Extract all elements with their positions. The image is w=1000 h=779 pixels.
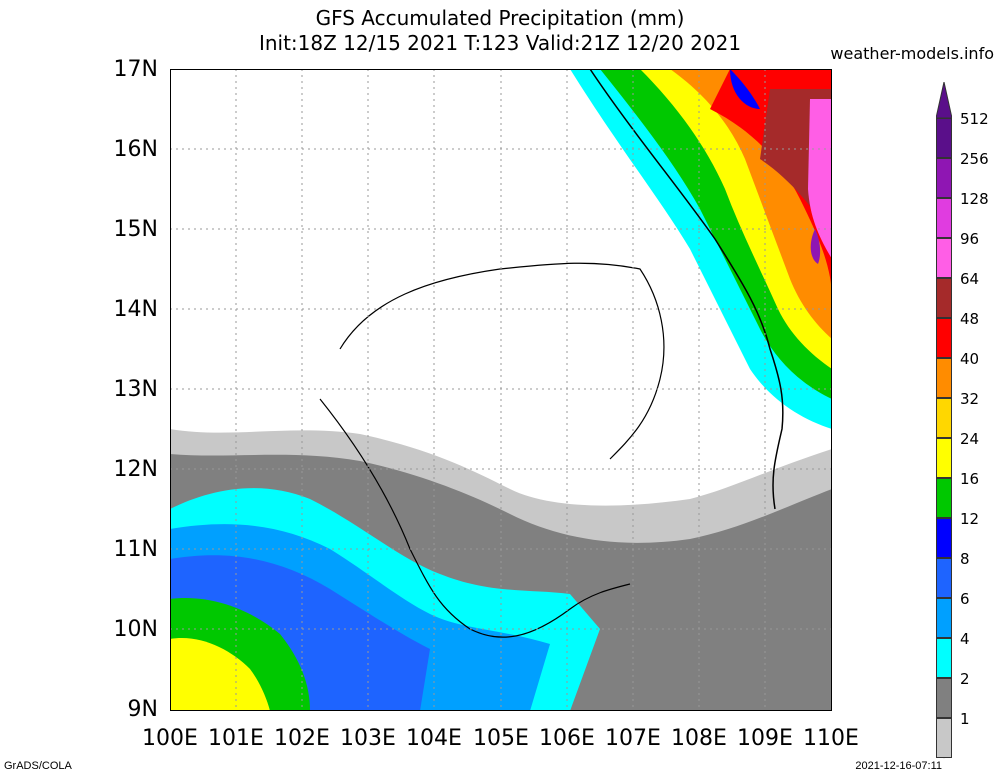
colorbar-cell [936,598,952,638]
colorbar-cell [936,398,952,438]
precip-map [170,69,832,711]
lon-label-110e: 110E [803,726,859,751]
colorbar-level-label: 96 [960,230,980,248]
footer-source: GrADS/COLA [4,760,72,772]
colorbar-level-label: 256 [960,150,989,168]
lat-label-12n: 12N [113,457,158,482]
colorbar-level-label: 1 [960,710,970,728]
lon-label-106e: 106E [539,726,595,751]
colorbar-cell [936,518,952,558]
colorbar-cell [936,478,952,518]
lat-label-10n: 10N [113,617,158,642]
lat-label-15n: 15N [113,217,158,242]
colorbar-level-label: 40 [960,350,980,368]
colorbar-level-label: 128 [960,190,989,208]
colorbar-level-label: 6 [960,590,970,608]
colorbar-level-label: 8 [960,550,970,568]
colorbar-cell [936,238,952,278]
lat-label-11n: 11N [113,537,158,562]
lon-label-101e: 101E [208,726,264,751]
colorbar-cell [936,678,952,718]
lon-label-103e: 103E [340,726,396,751]
lat-label-16n: 16N [113,137,158,162]
colorbar-level-label: 16 [960,470,980,488]
colorbar-cell [936,118,952,158]
chart-title: GFS Accumulated Precipitation (mm) Init:… [170,6,830,56]
precip-field [170,69,832,711]
title-line-2: Init:18Z 12/15 2021 T:123 Valid:21Z 12/2… [258,31,742,55]
colorbar-level-label: 4 [960,630,970,648]
title-line-1: GFS Accumulated Precipitation (mm) [315,6,685,30]
lat-label-14n: 14N [113,297,158,322]
lat-label-13n: 13N [113,377,158,402]
colorbar-cell [936,158,952,198]
lon-label-105e: 105E [473,726,529,751]
colorbar-cell [936,318,952,358]
colorbar-cell [936,558,952,598]
lon-label-107e: 107E [605,726,661,751]
colorbar-cell [936,358,952,398]
colorbar-level-label: 64 [960,270,980,288]
colorbar-level-label: 2 [960,670,970,688]
colorbar-cell [936,638,952,678]
lat-label-17n: 17N [113,57,158,82]
colorbar-cell [936,198,952,238]
colorbar-level-label: 12 [960,510,980,528]
colorbar-cells [936,118,952,758]
colorbar-cell [936,438,952,478]
colorbar-cell [936,278,952,318]
colorbar-level-label: 24 [960,430,980,448]
lat-label-9n: 9N [127,697,158,722]
colorbar-level-label: 32 [960,390,980,408]
lon-label-100e: 100E [142,726,198,751]
colorbar-level-label: 48 [960,310,980,328]
colorbar-cell [936,718,952,758]
lon-label-108e: 108E [671,726,727,751]
lon-label-109e: 109E [737,726,793,751]
lon-label-102e: 102E [274,726,330,751]
lon-label-104e: 104E [406,726,462,751]
site-label: weather-models.info [830,44,994,63]
colorbar-level-label: 512 [960,110,989,128]
footer-timestamp: 2021-12-16-07:11 [855,760,942,772]
